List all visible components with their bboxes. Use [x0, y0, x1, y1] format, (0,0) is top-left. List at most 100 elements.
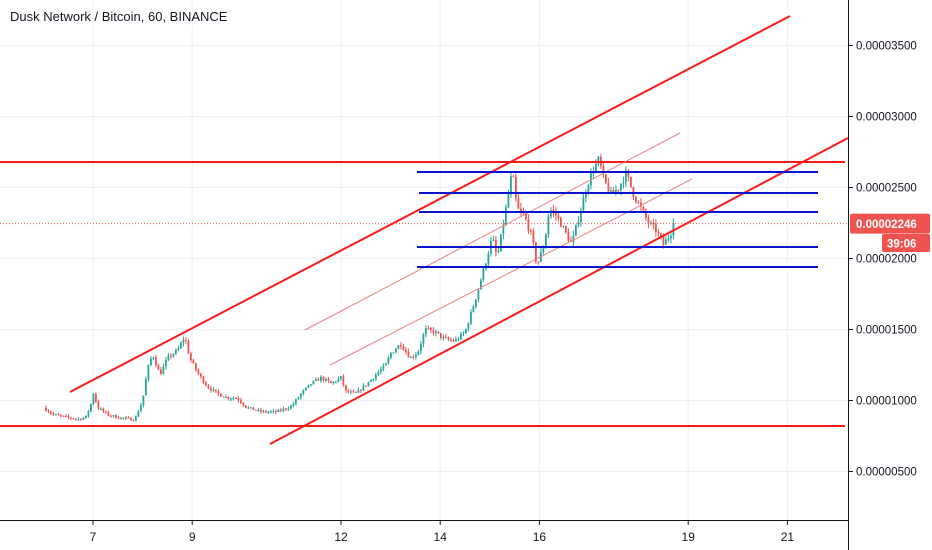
candle-body	[177, 348, 180, 351]
candle	[165, 357, 167, 370]
candle-body	[572, 235, 575, 243]
x-tick-label: 16	[533, 530, 547, 544]
candle-body	[577, 221, 580, 225]
candle	[455, 336, 457, 343]
candle	[282, 406, 285, 413]
candle-body	[225, 396, 227, 398]
candle-body	[535, 242, 537, 262]
candle	[547, 213, 550, 239]
candle	[382, 363, 385, 372]
candle	[155, 354, 157, 368]
candle	[645, 208, 647, 222]
candle-body	[52, 413, 55, 415]
candle-body	[667, 238, 670, 240]
candle	[560, 216, 562, 228]
candle	[670, 232, 672, 244]
candle	[120, 417, 122, 420]
candle	[300, 393, 302, 400]
candle	[102, 407, 105, 414]
candle-body	[617, 189, 620, 191]
candle-body	[627, 170, 630, 177]
candle-body	[582, 197, 585, 211]
price-axis[interactable]: 0.00000500 0.00001000 0.00001500 0.00002000…	[848, 41, 917, 479]
candle	[175, 348, 177, 356]
time-axis[interactable]: 7 9 12 14 16 19 21	[90, 520, 795, 544]
candle	[240, 397, 242, 405]
candle-body	[512, 176, 515, 178]
candle-body	[387, 357, 390, 364]
candle-body	[172, 354, 175, 357]
candle-body	[375, 374, 377, 379]
candle-body	[50, 412, 52, 414]
candle	[222, 396, 225, 398]
candle	[665, 236, 667, 245]
candle-body	[262, 410, 265, 412]
candle-body	[362, 385, 365, 391]
candle-body	[507, 194, 510, 208]
candle	[355, 391, 357, 393]
candle-body	[455, 339, 457, 342]
candle	[537, 261, 540, 265]
candle-body	[130, 417, 132, 421]
candle-body	[115, 415, 117, 419]
candle-body	[515, 176, 517, 198]
candle	[430, 326, 432, 334]
candle-body	[547, 216, 550, 235]
candle-body	[380, 369, 382, 373]
candle-body	[622, 182, 625, 184]
candle	[92, 392, 95, 406]
candle-body	[237, 397, 240, 401]
candle-body	[310, 384, 312, 386]
candle-body	[75, 418, 77, 420]
candle-body	[287, 408, 290, 410]
candle	[470, 309, 472, 326]
candle-body	[142, 395, 145, 406]
candle	[100, 407, 102, 411]
candle	[287, 406, 290, 412]
candle	[557, 213, 560, 222]
candle-body	[537, 261, 540, 263]
candle	[90, 403, 92, 413]
candle	[500, 234, 502, 252]
candle-body	[560, 217, 562, 227]
candle	[80, 418, 82, 421]
candle-body	[167, 355, 170, 360]
candle	[97, 399, 100, 410]
candle-body	[345, 384, 347, 391]
candle	[505, 204, 507, 226]
candle	[307, 384, 310, 388]
candle	[132, 418, 135, 422]
candle	[290, 404, 292, 410]
candle	[387, 355, 390, 365]
candle-body	[335, 381, 337, 383]
candle	[395, 347, 397, 354]
candle-body	[525, 213, 527, 219]
candle-body	[527, 218, 530, 231]
candle-body	[432, 330, 435, 334]
candle	[457, 336, 460, 342]
candle	[365, 385, 367, 388]
candle	[115, 414, 117, 419]
candle-body	[272, 410, 275, 412]
candle-body	[460, 333, 462, 340]
candle	[520, 202, 522, 216]
candle	[465, 328, 467, 335]
candle	[250, 407, 252, 409]
candle	[502, 219, 505, 240]
candle-body	[240, 400, 242, 403]
candle	[417, 349, 420, 356]
candle	[125, 415, 127, 421]
candle	[405, 346, 407, 355]
candle	[55, 413, 57, 416]
candle-body	[597, 156, 600, 164]
y-tick-label: 0.00003000	[856, 112, 917, 124]
candle-body	[185, 340, 187, 342]
candle	[202, 375, 205, 385]
candle-body	[232, 397, 235, 399]
candle	[70, 416, 72, 421]
candle-body	[217, 391, 220, 394]
candle-body	[120, 417, 122, 419]
candle	[337, 376, 340, 383]
